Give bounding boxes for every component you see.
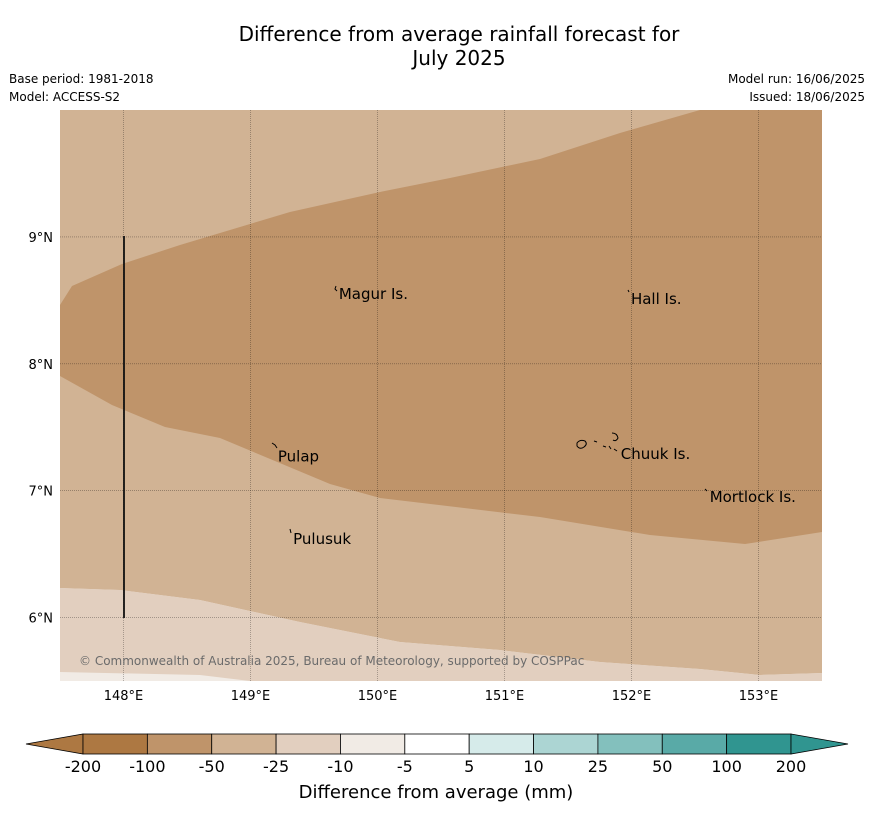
colorbar-tick-label: 200 xyxy=(776,757,807,776)
coast-mortlock xyxy=(704,488,708,492)
coastlines xyxy=(271,285,708,534)
run-info: Model run: 16/06/2025 Issued: 18/06/2025 xyxy=(728,70,865,106)
longitude-tick-label: 148°E xyxy=(104,689,144,704)
coast-pulap xyxy=(271,442,278,449)
coast-chuuk-reef xyxy=(593,432,619,452)
latitude-tick-label: 9°N xyxy=(29,231,54,246)
latitude-labels: 9°N 8°N 7°N 6°N xyxy=(29,231,54,627)
colorbar-tick-label: -10 xyxy=(327,757,353,776)
colorbar-tick-label: -25 xyxy=(263,757,289,776)
colorbar-segment xyxy=(597,733,663,755)
model-info: Base period: 1981-2018 Model: ACCESS-S2 xyxy=(9,70,154,106)
zone-minus10-strip xyxy=(60,672,250,681)
title-line-1: Difference from average rainfall forecas… xyxy=(238,22,680,46)
colorbar-extend-low xyxy=(25,733,84,755)
longitude-tick-label: 153°E xyxy=(739,689,779,704)
colorbar-tick-label: 50 xyxy=(652,757,672,776)
colorbar-segment xyxy=(82,733,148,755)
colorbar-tick-label: 25 xyxy=(588,757,608,776)
latitude-tick-label: 7°N xyxy=(29,485,54,500)
title-line-2: July 2025 xyxy=(412,46,506,70)
place-label: Hall Is. xyxy=(631,290,682,308)
coast-chuuk-west xyxy=(576,439,587,449)
model-run-date: Model run: 16/06/2025 xyxy=(727,72,865,86)
coast-magur xyxy=(334,285,338,292)
latitude-tick-label: 8°N xyxy=(29,358,54,373)
colorbar-segments xyxy=(82,733,792,755)
map-title: Difference from average rainfall forecas… xyxy=(0,22,873,70)
colorbar-tick-label: -100 xyxy=(129,757,165,776)
longitude-tick-label: 149°E xyxy=(231,689,271,704)
colorbar-segment xyxy=(661,733,728,755)
colorbar-tick-labels: -200 -100 -50 -25 -10 -5 5 10 25 50 100 200 xyxy=(65,757,806,776)
zone-minus25-south xyxy=(60,588,822,681)
colorbar-segment xyxy=(211,733,277,755)
longitude-tick-label: 151°E xyxy=(485,689,525,704)
colorbar-segment xyxy=(146,733,213,755)
colorbar: -200 -100 -50 -25 -10 -5 5 10 25 50 100 200 Differe… xyxy=(25,733,849,803)
colorbar-tick-label: -50 xyxy=(199,757,225,776)
coast-pulusuk xyxy=(289,528,292,534)
colorbar-title: Difference from average (mm) xyxy=(299,782,574,803)
colorbar-segment xyxy=(404,733,470,755)
colorbar-segment xyxy=(726,733,792,755)
colorbar-segment xyxy=(275,733,341,755)
colorbar-tick-label: 100 xyxy=(711,757,742,776)
colorbar-segment xyxy=(340,733,406,755)
base-period: Base period: 1981-2018 xyxy=(9,72,154,86)
colorbar-extend-high xyxy=(790,733,849,755)
longitude-labels: 148°E 149°E 150°E 151°E 152°E 153°E xyxy=(104,689,779,704)
place-label: Chuuk Is. xyxy=(621,445,690,463)
model-name: Model: ACCESS-S2 xyxy=(9,90,121,104)
issued-date: Issued: 18/06/2025 xyxy=(749,90,865,104)
place-label: Magur Is. xyxy=(339,285,408,303)
coast-hall xyxy=(627,289,630,293)
latitude-tick-label: 6°N xyxy=(29,612,54,627)
colorbar-tick-label: -200 xyxy=(65,757,101,776)
graticule xyxy=(60,110,822,681)
colorbar-tick-label: -5 xyxy=(397,757,413,776)
place-label: Pulap xyxy=(278,447,319,465)
place-label: Pulusuk xyxy=(293,530,351,548)
colorbar-tick-label: 10 xyxy=(523,757,543,776)
colorbar-tick-label: 5 xyxy=(464,757,474,776)
map-panel xyxy=(60,110,822,681)
colorbar-segment xyxy=(468,733,534,755)
zone-minus100 xyxy=(60,110,822,544)
copyright-notice: © Commonwealth of Australia 2025, Bureau… xyxy=(79,654,584,668)
longitude-tick-label: 152°E xyxy=(612,689,652,704)
place-label: Mortlock Is. xyxy=(710,488,796,506)
place-labels: Magur Is. Hall Is. Pulap Chuuk Is. Mortlock … xyxy=(278,285,796,548)
colorbar-segment xyxy=(533,733,599,755)
longitude-tick-label: 150°E xyxy=(358,689,398,704)
